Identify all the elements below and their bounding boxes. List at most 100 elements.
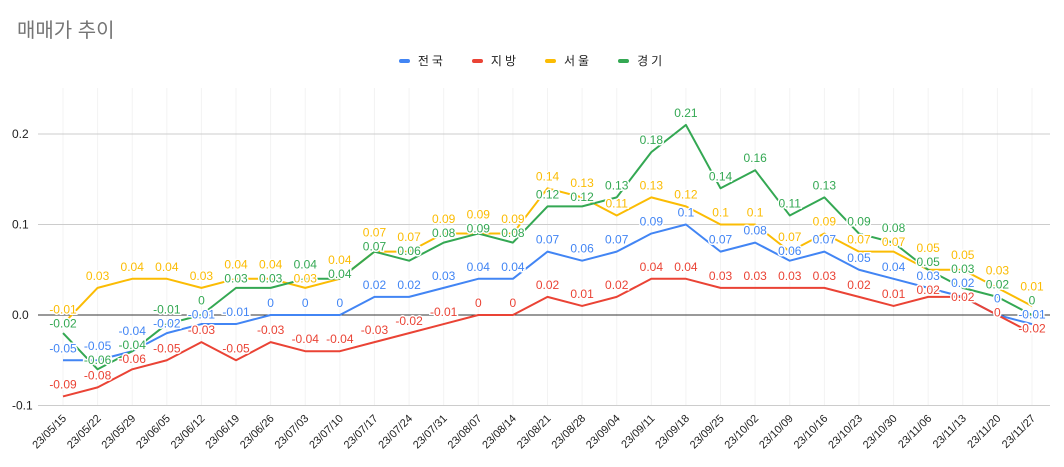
x-tick-label: 23/10/09 (757, 413, 796, 452)
data-label: 0 (1029, 294, 1036, 308)
data-label: 0.11 (779, 196, 802, 210)
data-label: 0.04 (224, 257, 248, 271)
data-label: -0.06 (119, 352, 147, 366)
legend: 전국 지방 서울 경기 (0, 52, 1064, 69)
data-label: 0.02 (986, 278, 1010, 292)
data-label: 0.07 (847, 233, 871, 247)
data-label: -0.01 (430, 305, 458, 319)
x-tick-label: 23/05/22 (65, 413, 104, 452)
data-label: -0.03 (361, 323, 389, 337)
data-label: 0.12 (536, 187, 560, 201)
data-label: 0.02 (536, 278, 560, 292)
legend-swatch (545, 58, 556, 63)
data-label: -0.04 (119, 324, 147, 338)
data-label: 0.01 (882, 287, 906, 301)
data-label: -0.05 (84, 339, 112, 353)
x-tick-label: 23/09/25 (688, 413, 727, 452)
x-tick-label: 23/05/29 (100, 413, 139, 452)
data-label: 0 (337, 296, 344, 310)
data-label: 0.02 (951, 276, 975, 290)
x-tick-label: 23/10/02 (722, 413, 761, 452)
data-label: 0.08 (432, 226, 456, 240)
x-tick-label: 23/11/27 (1000, 413, 1038, 451)
data-label: 0.12 (570, 190, 594, 204)
data-label: 0.03 (951, 262, 975, 276)
x-tick-label: 23/05/15 (30, 413, 69, 452)
data-label: -0.09 (49, 377, 77, 391)
data-label: 0.08 (882, 221, 906, 235)
data-label: 0.04 (501, 260, 525, 274)
data-label: 0.03 (86, 269, 110, 283)
x-tick-label: 23/07/31 (411, 413, 450, 452)
legend-swatch (618, 58, 630, 63)
data-label: 0.07 (363, 240, 387, 254)
data-label: 0.04 (674, 260, 698, 274)
data-label: -0.04 (119, 338, 147, 352)
data-label: 0 (198, 294, 205, 308)
data-label: 0.02 (916, 283, 940, 297)
x-tick-label: 23/10/30 (861, 413, 900, 452)
x-tick-label: 23/10/16 (792, 413, 831, 452)
data-label: 0.14 (536, 169, 560, 183)
data-label: 0.07 (397, 230, 421, 244)
data-label: 0 (302, 296, 309, 310)
chart-title: 매매가 추이 (17, 20, 115, 42)
data-label: 0.07 (778, 230, 802, 244)
legend-item[interactable]: 서울 (545, 52, 592, 69)
data-label: 0.03 (813, 269, 837, 283)
legend-swatch (471, 58, 483, 63)
data-label: 0.04 (155, 260, 179, 274)
data-label: -0.03 (188, 323, 216, 337)
legend-item[interactable]: 경기 (618, 52, 665, 69)
data-label: 0.04 (328, 267, 352, 281)
x-tick-label: 23/08/28 (549, 413, 588, 452)
data-label: 0.13 (605, 178, 629, 192)
data-label: 0.03 (778, 269, 802, 283)
data-label: 0.04 (882, 260, 906, 274)
data-label: 0 (475, 296, 482, 310)
data-label: 0.04 (328, 253, 352, 267)
data-label: 0.09 (467, 208, 491, 222)
series-line (62, 187, 1033, 325)
data-label: 0.03 (224, 271, 248, 285)
x-tick-label: 23/07/03 (273, 413, 312, 452)
data-label: 0.03 (916, 269, 940, 283)
data-label: -0.05 (153, 341, 181, 355)
data-label: 0.02 (397, 278, 421, 292)
data-label: 0.13 (570, 176, 594, 190)
data-label: 0.1 (678, 206, 695, 220)
legend-label: 경기 (637, 54, 666, 68)
x-tick-label: 23/07/10 (307, 413, 346, 452)
data-label: 0.08 (501, 226, 525, 240)
data-label: 0.04 (467, 260, 491, 274)
series-line (62, 277, 1033, 398)
data-label: 0.09 (501, 212, 525, 226)
data-label: 0.04 (259, 257, 283, 271)
x-tick-label: 23/06/26 (238, 413, 277, 452)
series-line (62, 123, 1033, 371)
data-label: 0.07 (363, 226, 387, 240)
data-label: 0 (510, 296, 517, 310)
data-label: -0.04 (292, 332, 320, 346)
data-label: -0.02 (395, 314, 423, 328)
x-tick-label: 23/07/24 (376, 413, 415, 452)
data-label: 0.03 (986, 264, 1010, 278)
data-label: 0.09 (847, 215, 871, 229)
data-label: 0.03 (190, 269, 214, 283)
data-label: 0.14 (709, 169, 733, 183)
y-tick-label: 0.1 (12, 218, 29, 232)
x-tick-label: 23/06/19 (203, 413, 242, 452)
data-label: 0.05 (847, 251, 871, 265)
data-label: 0.07 (882, 235, 906, 249)
series-line (63, 223, 1033, 362)
data-label: 0.03 (294, 271, 318, 285)
x-tick-label: 23/07/17 (342, 413, 381, 452)
y-tick-label: 0.2 (12, 127, 29, 141)
data-label: 0.02 (605, 278, 629, 292)
legend-item[interactable]: 전국 (398, 52, 446, 69)
data-label: -0.03 (257, 323, 285, 337)
legend-item[interactable]: 지방 (471, 52, 519, 69)
data-label: 0.03 (743, 269, 767, 283)
data-label: 0.16 (743, 151, 767, 165)
